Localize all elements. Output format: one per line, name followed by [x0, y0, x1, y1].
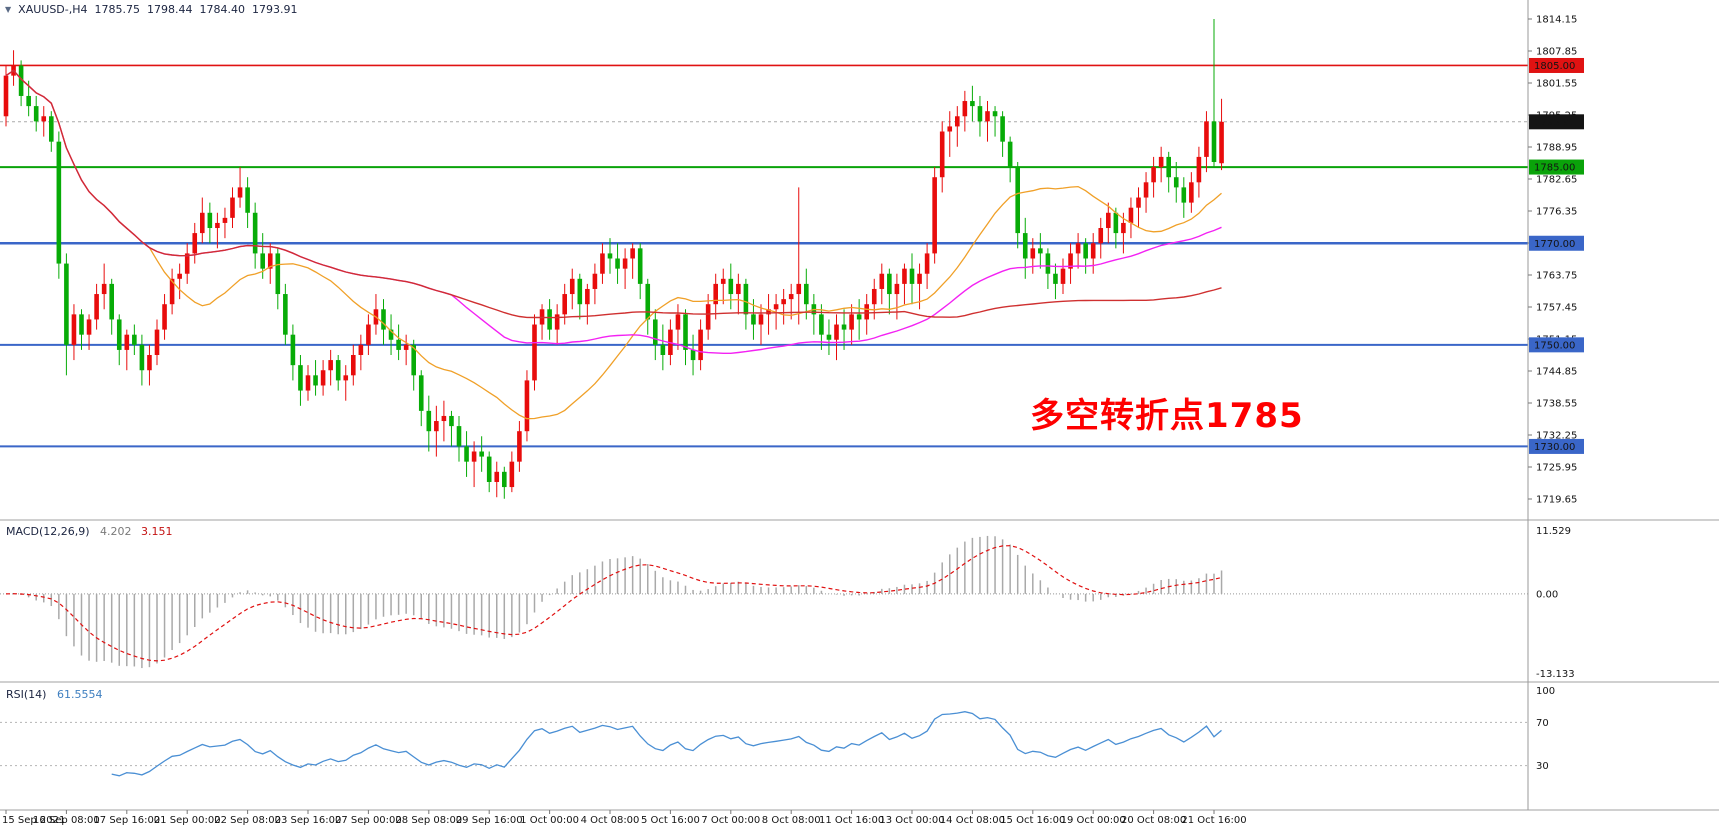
svg-text:23 Sep 16:00: 23 Sep 16:00 — [275, 815, 342, 826]
ohlc-close: 1793.91 — [252, 3, 298, 16]
macd-signal-value: 3.151 — [141, 525, 173, 538]
svg-text:100: 100 — [1536, 686, 1555, 697]
svg-text:15 Sep 2021: 15 Sep 2021 — [2, 815, 65, 826]
svg-text:11 Oct 16:00: 11 Oct 16:00 — [819, 815, 884, 826]
macd-label: MACD(12,26,9) 4.202 3.151 — [6, 525, 173, 538]
ohlc-open: 1785.75 — [94, 3, 141, 16]
svg-text:1788.95: 1788.95 — [1536, 143, 1577, 154]
rsi-name: RSI(14) — [6, 688, 47, 701]
svg-text:13 Oct 00:00: 13 Oct 00:00 — [879, 815, 944, 826]
svg-text:14 Oct 08:00: 14 Oct 08:00 — [940, 815, 1005, 826]
current-price-badge — [1529, 114, 1584, 130]
svg-text:21 Oct 16:00: 21 Oct 16:00 — [1181, 815, 1246, 826]
svg-text:1793.91: 1793.91 — [1534, 117, 1575, 128]
svg-text:28 Sep 08:00: 28 Sep 08:00 — [395, 815, 462, 826]
svg-text:1744.85: 1744.85 — [1536, 367, 1577, 378]
svg-text:1757.45: 1757.45 — [1536, 303, 1577, 314]
svg-text:17 Sep 16:00: 17 Sep 16:00 — [93, 815, 160, 826]
macd-signal-line — [5, 545, 1222, 662]
macd-name: MACD(12,26,9) — [6, 525, 90, 538]
svg-text:0.00: 0.00 — [1536, 589, 1558, 600]
macd-main-value: 4.202 — [100, 525, 132, 538]
svg-text:22 Sep 08:00: 22 Sep 08:00 — [214, 815, 281, 826]
svg-text:4 Oct 08:00: 4 Oct 08:00 — [581, 815, 640, 826]
price-badge-1730.00 — [1529, 438, 1584, 454]
svg-text:7 Oct 00:00: 7 Oct 00:00 — [701, 815, 760, 826]
ma-20-line — [5, 69, 1222, 420]
rsi-pane: 100 70 30 — [0, 686, 1555, 777]
ohlc-low: 1784.40 — [199, 3, 246, 16]
price-badge-1750.00 — [1529, 337, 1584, 353]
price-badge-1785.00 — [1529, 159, 1584, 175]
svg-text:11.529: 11.529 — [1536, 526, 1571, 537]
price-badge-1770.00 — [1529, 235, 1584, 251]
price-axis: 1814.151807.851801.551795.251788.951782.… — [1528, 15, 1577, 506]
price-badge-1805.00 — [1529, 57, 1584, 73]
svg-text:1801.55: 1801.55 — [1536, 79, 1577, 90]
svg-text:1725.95: 1725.95 — [1536, 463, 1577, 474]
svg-text:-13.133: -13.133 — [1536, 669, 1575, 680]
svg-text:8 Oct 08:00: 8 Oct 08:00 — [762, 815, 821, 826]
svg-text:1763.75: 1763.75 — [1536, 271, 1577, 282]
svg-text:16 Sep 08:00: 16 Sep 08:00 — [33, 815, 100, 826]
rsi-value: 61.5554 — [56, 688, 103, 701]
chart-title: ▼ XAUUSD-,H4 1785.75 1798.44 1784.40 179… — [5, 3, 298, 16]
svg-text:1807.85: 1807.85 — [1536, 47, 1577, 58]
svg-text:27 Sep 00:00: 27 Sep 00:00 — [335, 815, 402, 826]
price-badges: 1805.00 1785.00 1770.00 1750.00 1730.00 1793.… — [1529, 57, 1584, 454]
candlesticks — [3, 19, 1224, 499]
svg-text:21 Sep 00:00: 21 Sep 00:00 — [154, 815, 221, 826]
svg-text:29 Sep 16:00: 29 Sep 16:00 — [456, 815, 523, 826]
chart-annotation-text[interactable]: 多空转折点1785 — [1030, 396, 1304, 436]
pane-separators — [0, 0, 1719, 811]
ma-60-line — [5, 69, 1222, 354]
svg-text:30: 30 — [1536, 761, 1549, 772]
svg-text:1750.00: 1750.00 — [1534, 340, 1575, 351]
svg-text:1730.00: 1730.00 — [1534, 442, 1575, 453]
symbol-period-label: XAUUSD-,H4 — [18, 3, 88, 16]
svg-text:20 Oct 08:00: 20 Oct 08:00 — [1121, 815, 1186, 826]
svg-text:1814.15: 1814.15 — [1536, 15, 1577, 26]
macd-pane: 11.529 0.00 -13.133 — [0, 526, 1575, 680]
svg-text:1770.00: 1770.00 — [1534, 239, 1575, 250]
svg-text:1732.25: 1732.25 — [1536, 431, 1577, 442]
macd-histogram — [12, 535, 1223, 669]
rsi-label: RSI(14) 61.5554 — [6, 688, 102, 701]
svg-text:1782.65: 1782.65 — [1536, 175, 1577, 186]
ohlc-high: 1798.44 — [147, 3, 193, 16]
svg-text:15 Oct 16:00: 15 Oct 16:00 — [1000, 815, 1065, 826]
svg-text:70: 70 — [1536, 718, 1549, 729]
svg-text:5 Oct 16:00: 5 Oct 16:00 — [641, 815, 700, 826]
svg-text:1776.35: 1776.35 — [1536, 207, 1577, 218]
svg-text:19 Oct 00:00: 19 Oct 00:00 — [1061, 815, 1126, 826]
chart-marker-icon[interactable]: ▼ — [5, 5, 12, 14]
svg-text:1805.00: 1805.00 — [1534, 61, 1575, 72]
svg-text:1738.55: 1738.55 — [1536, 399, 1577, 410]
svg-text:1719.65: 1719.65 — [1536, 495, 1577, 506]
svg-text:1785.00: 1785.00 — [1534, 163, 1575, 174]
ma-120-line — [5, 69, 1222, 319]
rsi-line — [111, 711, 1222, 777]
svg-text:1 Oct 00:00: 1 Oct 00:00 — [520, 815, 579, 826]
